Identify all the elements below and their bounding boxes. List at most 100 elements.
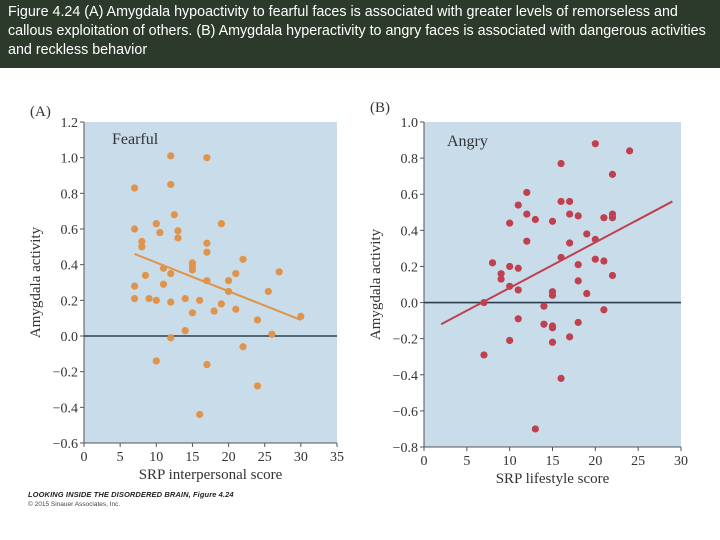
panel-b-data-point <box>591 235 599 243</box>
panel-b-data-point <box>506 336 514 345</box>
panel-b-data-point <box>591 140 599 148</box>
panel-a-data-point <box>145 294 153 303</box>
panel-b-y-tick-label: 0.6 <box>401 188 419 203</box>
panel-a-data-point <box>239 255 247 263</box>
panel-b-data-point <box>548 324 557 332</box>
panel-a-data-point <box>232 305 240 313</box>
panel-b-data-point <box>557 374 565 382</box>
panel-a-data-point <box>167 298 175 306</box>
panel-a-data-point <box>131 294 139 303</box>
panel-a-data-point <box>138 243 146 251</box>
panel-b-x-tick-label: 0 <box>421 454 428 469</box>
panel-a-data-point <box>181 294 189 303</box>
panel-b-x-tick-label: 25 <box>631 454 645 469</box>
panel-a-data-point <box>203 248 211 256</box>
panel-a-x-tick-label: 25 <box>258 450 272 465</box>
panel-b-data-point <box>497 270 505 278</box>
panel-b-data-point <box>523 237 531 245</box>
panel-a-data-point <box>268 330 276 338</box>
panel-a-data-point <box>239 343 247 351</box>
panel-a-data-point <box>188 266 197 274</box>
panel-a-data-point <box>264 287 272 296</box>
panel-a-x-axis-label: SRP interpersonal score <box>139 467 283 483</box>
panel-b-y-tick-label: 0.8 <box>401 152 419 167</box>
panel-a-data-point <box>217 220 225 228</box>
panel-b-x-tick-label: 15 <box>546 454 560 469</box>
figure-copyright: © 2015 Sinauer Associates, Inc. <box>28 501 121 508</box>
panel-a-data-point <box>131 225 139 233</box>
panel-a-data-point <box>275 268 283 276</box>
panel-b-data-point <box>626 147 634 155</box>
panel-b-data-point <box>531 215 539 224</box>
panel-a-data-point <box>203 239 211 247</box>
panel-a-data-point <box>232 269 240 278</box>
panel-b-y-tick-label: 0.0 <box>401 297 419 312</box>
panel-a-data-point <box>203 154 211 162</box>
panel-a-data-point <box>167 269 175 278</box>
panel-b-data-point <box>548 217 557 225</box>
panel-a-y-tick-label: 0.0 <box>61 330 79 345</box>
panel-b-data-point <box>548 338 557 346</box>
panel-a-data-point <box>152 357 160 365</box>
panel-a-inset-label: Fearful <box>112 131 159 148</box>
panel-b-data-point <box>548 291 557 299</box>
figure-caption: Figure 4.24 (A) Amygdala hypoactivity to… <box>8 4 706 58</box>
panel-b-data-point <box>566 197 574 206</box>
panel-a-data-point <box>152 296 160 304</box>
panel-a-data-point <box>131 184 139 192</box>
panel-b-data-point <box>566 210 574 218</box>
panel-b-data-point <box>600 306 608 314</box>
panel-b-data-point <box>600 257 608 265</box>
panel-b-data-point <box>574 212 582 220</box>
panel-a-y-tick-label: −0.2 <box>53 366 78 381</box>
panel-b-x-tick-label: 30 <box>674 454 688 469</box>
panel-b-plot-area <box>424 122 681 447</box>
panel-b-data-point <box>514 264 522 272</box>
panel-a-data-point <box>217 300 225 308</box>
panel-a-x-tick-label: 10 <box>149 450 163 465</box>
panel-a-x-tick-label: 30 <box>294 450 308 465</box>
panel-b-data-point <box>574 318 582 327</box>
panel-a-y-tick-label: 1.2 <box>61 116 79 131</box>
panel-a-data-point <box>131 282 139 290</box>
panel-b-data-point <box>514 315 522 323</box>
panel-b-trend-line <box>440 200 673 326</box>
panel-a-plot-area <box>84 122 337 443</box>
panel-a-y-axis-label: Amygdala activity <box>28 226 44 338</box>
panel-a-data-point <box>203 360 211 369</box>
panel-b-data-point <box>557 159 565 168</box>
panel-b-label: (B) <box>370 100 390 116</box>
panel-b-data-point <box>523 188 531 197</box>
panel-a-data-point <box>196 410 204 419</box>
panel-a-data-point <box>203 277 211 285</box>
panel-b-data-point <box>488 259 497 267</box>
panel-a-x-tick-label: 0 <box>81 450 88 465</box>
panel-a-data-point <box>210 307 218 315</box>
panel-a-y-tick-label: −0.4 <box>53 401 78 416</box>
panel-b-data-point <box>523 210 531 218</box>
panel-a-data-point <box>170 211 178 219</box>
panel-b-data-point <box>608 271 617 280</box>
panel-a-x-tick-label: 15 <box>185 450 199 465</box>
panel-a-data-point <box>181 327 189 335</box>
panel-b-data-point <box>583 230 591 238</box>
panel-a-label: (A) <box>30 104 51 120</box>
panel-b-data-point <box>540 302 548 310</box>
panel-b-data-point <box>497 275 505 283</box>
panel-b-data-point <box>608 214 617 222</box>
panel-a-data-point <box>138 237 146 246</box>
panel-b-data-point <box>600 214 608 222</box>
panel-a-y-tick-label: 0.6 <box>61 223 79 238</box>
panel-b-data-point <box>540 320 548 328</box>
panel-b-y-tick-label: −0.6 <box>393 405 418 420</box>
panel-a-data-point <box>159 264 168 272</box>
panel-b-data-point <box>480 351 488 359</box>
panel-b-x-axis-label: SRP lifestyle score <box>496 471 610 487</box>
panel-b-inset-label: Angry <box>447 133 488 150</box>
panel-a-data-point <box>196 296 204 304</box>
panel-b-y-tick-label: 0.2 <box>401 260 419 275</box>
panel-a-y-tick-label: 0.2 <box>61 294 79 309</box>
panel-b-data-point <box>506 219 514 227</box>
panel-a-data-point <box>174 234 182 242</box>
